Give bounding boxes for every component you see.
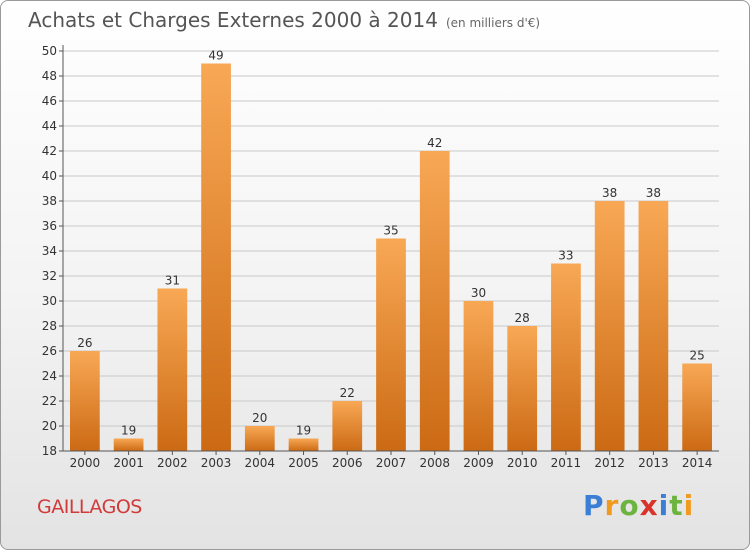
data-label: 35 — [383, 224, 398, 238]
chart-title: Achats et Charges Externes 2000 à 2014 (e… — [28, 8, 540, 32]
bar — [594, 201, 625, 451]
bar — [507, 326, 538, 451]
x-tick-label: 2011 — [551, 456, 582, 470]
y-tick-label: 20 — [42, 419, 57, 433]
data-label: 28 — [515, 311, 530, 325]
data-label: 38 — [602, 186, 617, 200]
data-label: 26 — [77, 336, 92, 350]
logo-letter: t — [669, 489, 684, 522]
logo-letter: i — [658, 489, 670, 522]
commune-name: GAILLAGOS — [37, 496, 142, 518]
y-tick-label: 46 — [42, 94, 57, 108]
bar — [69, 351, 100, 451]
data-label: 49 — [208, 49, 223, 63]
bar — [551, 263, 581, 451]
bar — [157, 288, 188, 451]
data-label: 30 — [471, 286, 486, 300]
data-label: 20 — [252, 411, 267, 425]
y-tick-label: 30 — [42, 294, 57, 308]
y-tick-label: 50 — [42, 44, 57, 58]
logo-letter: i — [683, 489, 695, 522]
bar — [463, 301, 494, 451]
y-tick-label: 22 — [42, 394, 57, 408]
bar — [332, 401, 363, 451]
data-label: 33 — [558, 249, 573, 263]
y-tick-label: 40 — [42, 169, 57, 183]
bar — [288, 438, 319, 451]
logo-letter: o — [619, 489, 640, 522]
data-label: 19 — [121, 424, 136, 438]
proxiti-logo: Proxiti — [583, 489, 694, 522]
y-tick-label: 42 — [42, 144, 57, 158]
x-tick-label: 2004 — [245, 456, 276, 470]
y-tick-label: 26 — [42, 344, 57, 358]
x-tick-label: 2008 — [419, 456, 450, 470]
x-tick-label: 2002 — [157, 456, 188, 470]
bar — [201, 63, 231, 451]
y-tick-label: 36 — [42, 219, 57, 233]
logo-letter: P — [583, 489, 605, 522]
x-tick-label: 2012 — [594, 456, 625, 470]
logo-letter: x — [639, 489, 659, 522]
chart-title-text: Achats et Charges Externes 2000 à 2014 — [28, 8, 438, 32]
chart-subtitle: (en milliers d'€) — [445, 16, 541, 30]
bar — [682, 363, 713, 451]
data-label: 38 — [646, 186, 661, 200]
data-label: 22 — [340, 386, 355, 400]
y-tick-label: 28 — [42, 319, 57, 333]
x-tick-label: 2007 — [376, 456, 407, 470]
x-tick-label: 2009 — [463, 456, 494, 470]
bar — [638, 201, 669, 451]
bar — [376, 238, 406, 451]
data-label: 42 — [427, 136, 442, 150]
y-tick-label: 44 — [42, 119, 57, 133]
x-tick-label: 2005 — [288, 456, 319, 470]
y-tick-label: 34 — [42, 244, 57, 258]
x-tick-label: 2010 — [507, 456, 538, 470]
x-tick-label: 2000 — [70, 456, 101, 470]
data-label: 19 — [296, 424, 311, 438]
x-tick-label: 2013 — [638, 456, 669, 470]
bar — [244, 426, 275, 451]
x-tick-label: 2014 — [682, 456, 713, 470]
y-tick-label: 24 — [42, 369, 57, 383]
x-tick-label: 2006 — [332, 456, 363, 470]
x-tick-label: 2001 — [113, 456, 144, 470]
data-label: 25 — [689, 349, 704, 363]
bar — [113, 438, 144, 451]
bar — [419, 151, 450, 451]
y-tick-label: 32 — [42, 269, 57, 283]
y-tick-label: 38 — [42, 194, 57, 208]
y-tick-label: 48 — [42, 69, 57, 83]
data-label: 31 — [165, 274, 180, 288]
x-tick-label: 2003 — [201, 456, 232, 470]
y-tick-label: 18 — [42, 444, 57, 458]
logo-letter: r — [604, 489, 620, 522]
